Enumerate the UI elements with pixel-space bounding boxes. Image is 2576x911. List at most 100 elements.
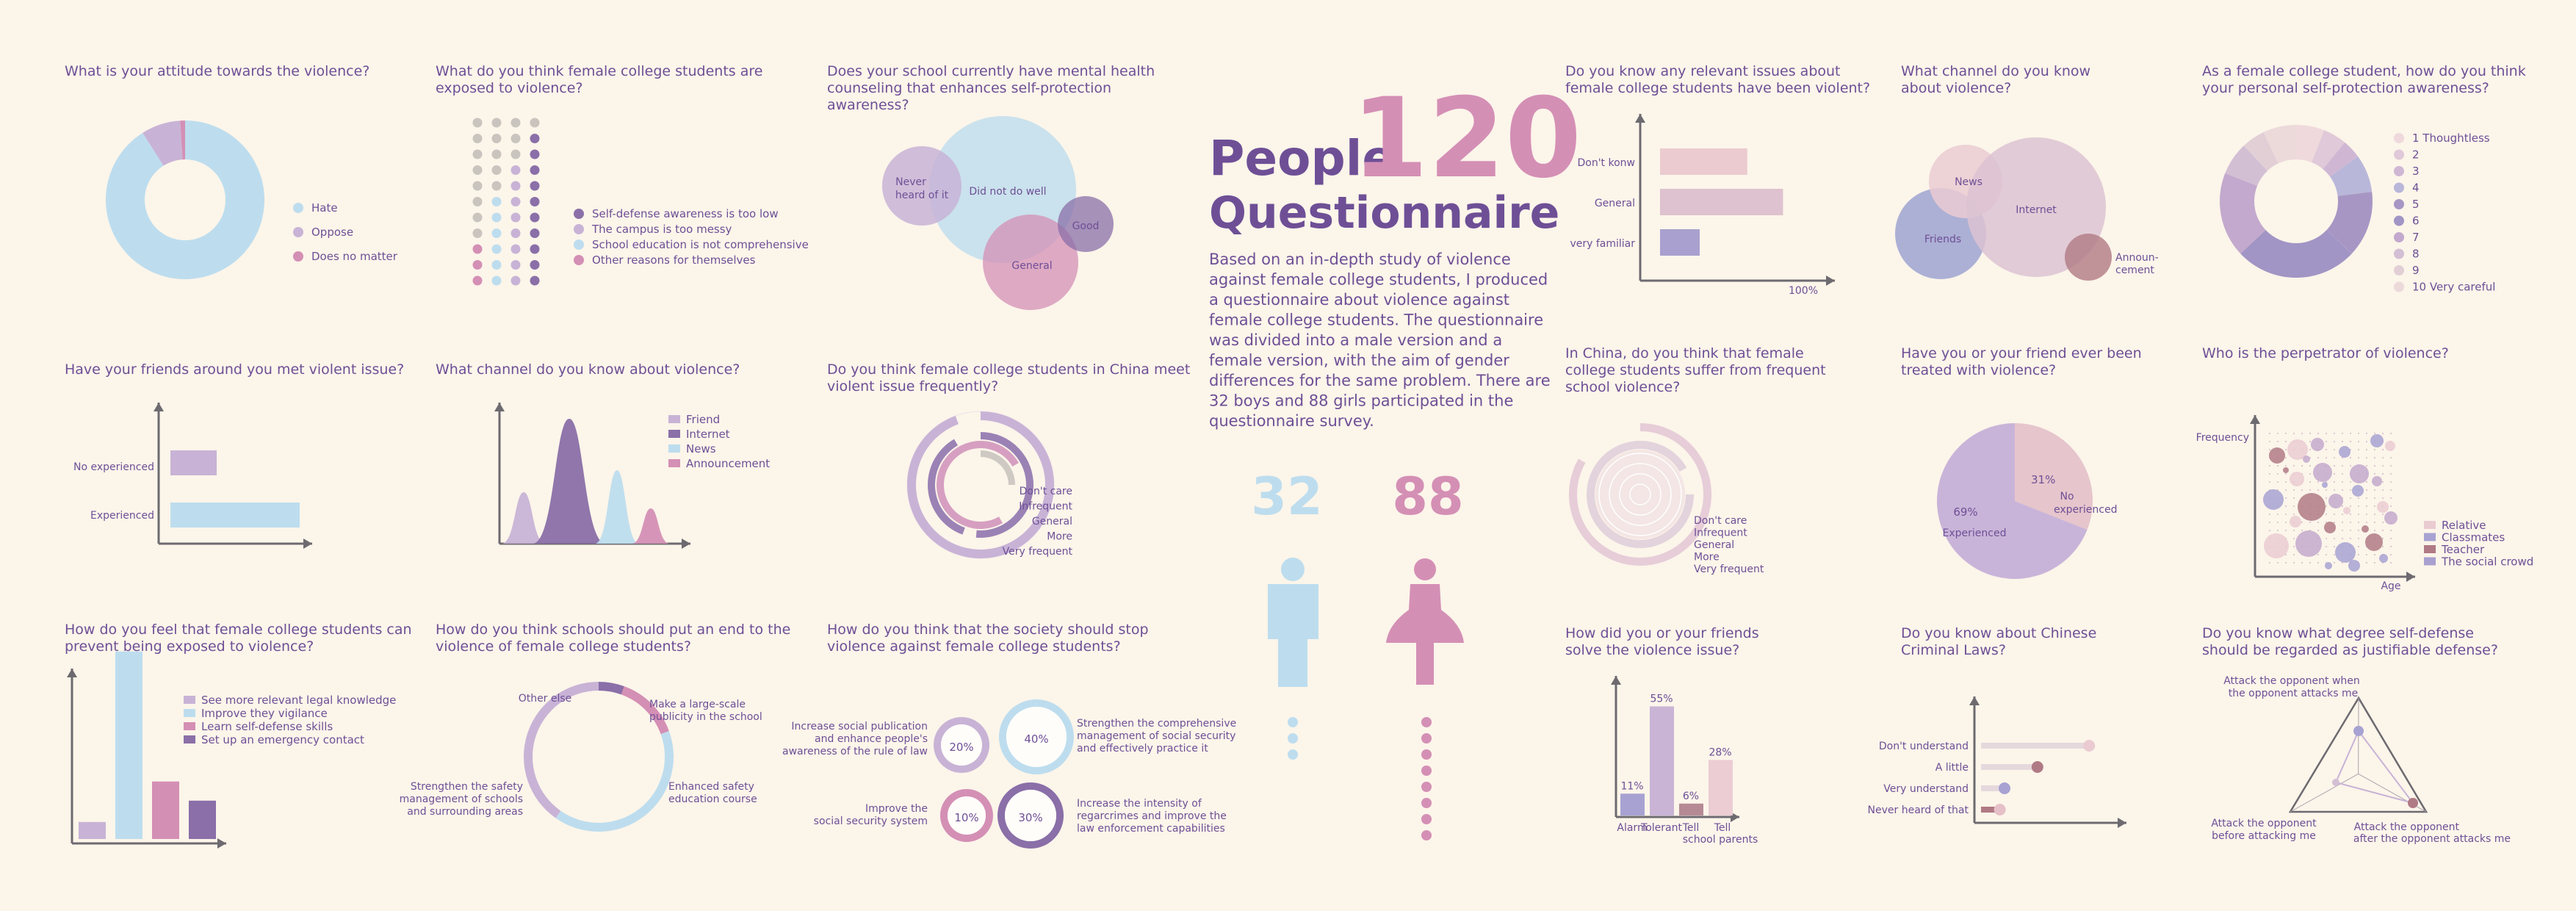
awareness-legend: 3 [2412,165,2420,178]
scatter-grid-dot [2390,505,2392,507]
frequency-label: Very frequent [1003,546,1073,558]
bubble-good [1058,196,1114,252]
chart-title: Do you know what degree self-defense [2202,625,2474,641]
society-label: Increase social publication [791,721,928,732]
girl-head [1414,558,1436,580]
awareness-legend: 8 [2412,248,2420,261]
scatter-grid-dot [2309,522,2311,523]
scatter-grid-dot [2285,473,2287,475]
scatter-grid-dot [2342,514,2343,515]
scatter-grid-dot [2334,457,2335,458]
chart-title: counseling that enhances self-protection [827,80,1111,96]
perpetrator-y-arrow [2250,415,2260,424]
frequency-label: Don't care [1020,486,1072,497]
header-description: female version, with the aim of gender [1209,352,1509,370]
scatter-grid-dot [2350,489,2351,491]
scatter-point [2370,434,2384,447]
perpetrator-legend-swatch [2424,533,2436,541]
society-label: awareness of the rule of law [782,746,928,757]
awareness-slice [2296,125,2325,162]
schools-slice [555,731,674,832]
society-value: 30% [1018,811,1042,824]
dot-matrix-dot [530,228,540,238]
perpetrator-xlabel: Age [2381,580,2400,592]
scatter-grid-dot [2358,522,2359,523]
issues-y-arrow [1635,114,1645,123]
laws-label: Don't understand [1879,741,1969,752]
scatter-grid-dot [2285,489,2287,491]
scatter-grid-dot [2342,538,2343,539]
scatter-grid-dot [2293,514,2295,515]
chart-title: What channel do you know [1901,63,2090,79]
scatter-grid-dot [2293,465,2295,467]
radial-grid [1598,453,1682,536]
scatter-grid-dot [2285,522,2287,523]
scatter-grid-dot [2366,522,2367,523]
perpetrator-legend-swatch [2424,521,2436,529]
prevent-x-arrow [217,838,226,849]
scatter-grid-dot [2382,481,2384,483]
awareness-legend-swatch [2394,281,2404,292]
bubble-label: General [1011,260,1052,272]
scatter-grid-dot [2374,554,2375,555]
dot-matrix-dot [530,134,540,143]
bubble-label: Internet [2016,204,2057,216]
dot-matrix-dot [510,212,521,223]
scatter-grid-dot [2374,473,2375,475]
scatter-grid-dot [2350,514,2351,515]
prevent-legend: See more relevant legal knowledge [201,694,396,707]
header-description: differences for the same problem. There … [1209,372,1551,389]
issues-bar [1660,148,1747,175]
exposure-legend-swatch [574,209,584,219]
scatter-grid-dot [2382,465,2384,467]
society-label: Increase the intensity of [1077,798,1202,810]
schools-label: and surrounding areas [407,806,523,818]
scatter-grid-dot [2390,465,2392,467]
scatter-grid-dot [2285,514,2287,515]
radial-grid [1619,473,1662,516]
scatter-grid-dot [2334,554,2335,555]
laws-dot [2083,740,2096,752]
awareness-slice [2323,142,2359,177]
schools-label: education course [668,793,757,805]
dot-matrix-dot [472,165,483,175]
scatter-grid-dot [2301,433,2303,434]
scatter-grid-dot [2350,433,2351,434]
dot-matrix-dot [472,212,483,223]
scatter-grid-dot [2309,449,2311,450]
scatter-grid-dot [2285,505,2287,507]
radar-label: after the opponent attacks me [2353,833,2511,845]
scatter-grid-dot [2342,465,2343,467]
chart-title: Do you know about Chinese [1901,625,2096,641]
scatter-point [2324,522,2336,533]
scatter-grid-dot [2277,441,2279,442]
scatter-point [2362,525,2369,533]
scatter-grid-dot [2382,530,2384,531]
bubble-announcement [2065,234,2112,281]
dot-matrix-dot [510,118,521,128]
awareness-legend: 7 [2412,231,2420,244]
attitude-slice [106,120,265,280]
scatter-point [2263,489,2284,510]
radar-label: before attacking me [2212,830,2316,842]
chart-title: female college students have been violen… [1565,80,1870,96]
frequency-label: Infrequent [1694,527,1747,539]
boys-count: 32 [1251,467,1322,527]
bubble-general [983,215,1078,310]
scatter-grid-dot [2350,505,2351,507]
society-value: 40% [1024,732,1048,746]
scatter-grid-dot [2293,554,2295,555]
scatter-grid-dot [2382,546,2384,547]
issues-xtick: 100% [1789,285,1818,297]
dot-matrix-dot [472,228,483,238]
scatter-grid-dot [2374,562,2375,563]
scatter-grid-dot [2309,465,2311,467]
scatter-grid-dot [2358,441,2359,442]
scatter-point [2290,472,2304,486]
scatter-grid-dot [2374,449,2375,450]
channel-area-legend-swatch [668,444,680,453]
awareness-slice [2326,191,2373,254]
scatter-point [2365,533,2383,551]
attitude-legend: Hate [311,201,338,215]
